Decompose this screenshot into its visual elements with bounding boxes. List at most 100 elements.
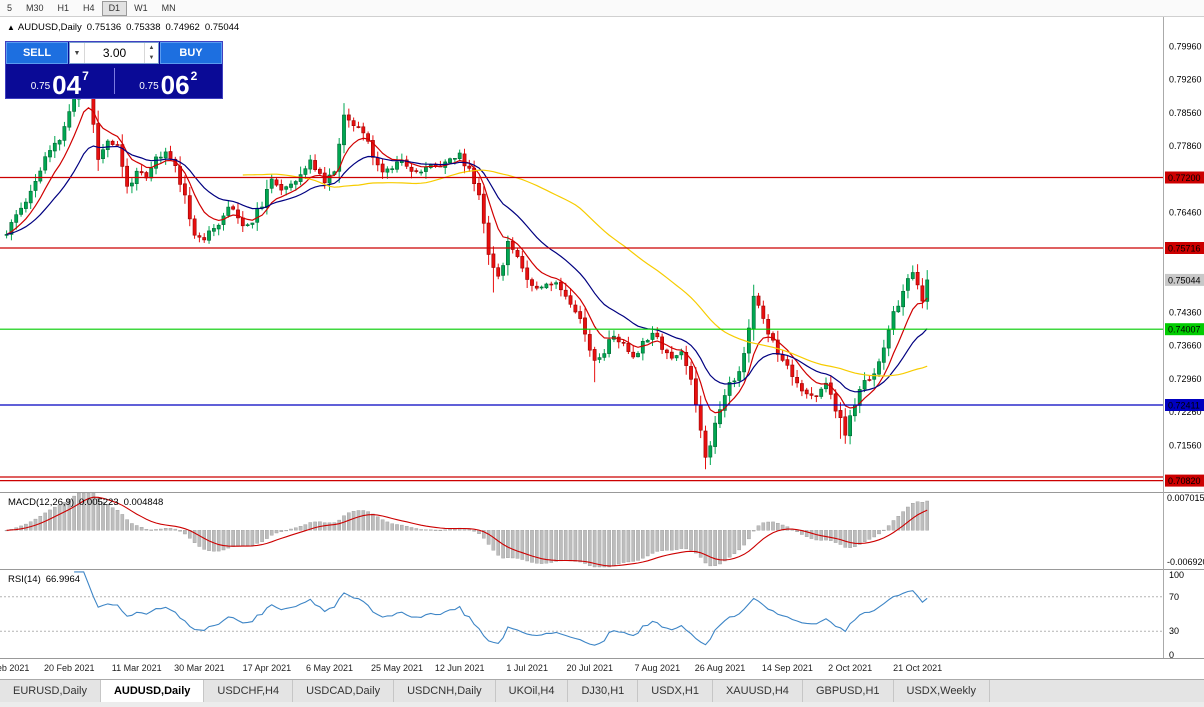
chart-title: ▲ AUDUSD,Daily 0.75136 0.75338 0.74962 0.7504… <box>7 22 244 33</box>
rsi-axis-label: 100 <box>1169 570 1184 580</box>
price-tick: 0.77860 <box>1169 141 1202 151</box>
horizontal-level-lines[interactable] <box>0 176 1163 482</box>
volume-field[interactable]: ▼ 3.00 ▲ ▼ <box>69 42 159 64</box>
date-axis[interactable]: 2 Feb 2021 20 Feb 2021 11 Mar 2021 30 Mar 2… <box>0 659 1204 679</box>
panel-separator-rsi[interactable] <box>0 567 1204 571</box>
buy-price[interactable]: 0.75 06 2 <box>115 64 223 98</box>
timeframe-w1[interactable]: W1 <box>127 1 155 16</box>
ma-50 <box>242 169 928 377</box>
macd-label: MACD(12,26,9) 0.005223 0.004848 <box>8 497 163 508</box>
chart-canvas[interactable]: 0.79960 0.79260 0.78560 0.77860 0.76460 0.743… <box>0 17 1204 659</box>
price-tick: 0.78560 <box>1169 108 1202 118</box>
macd-signal-value: 0.004848 <box>124 497 164 508</box>
date-label: 2 Feb 2021 <box>0 663 30 673</box>
date-label: 6 May 2021 <box>305 663 354 673</box>
sell-price-sup: 7 <box>82 69 89 83</box>
date-label: 26 Aug 2021 <box>694 663 746 673</box>
date-label: 30 Mar 2021 <box>174 663 225 673</box>
rsi-axis-label: 0 <box>1169 650 1174 659</box>
volume-up-icon[interactable]: ▲ <box>148 45 155 51</box>
rsi-axis-label: 70 <box>1169 592 1179 602</box>
price-tick: 0.74360 <box>1169 307 1202 317</box>
price-tick: 0.72960 <box>1169 374 1202 384</box>
moving-average-lines <box>6 107 928 414</box>
rsi-name: RSI(14) <box>8 574 41 585</box>
ma-20 <box>6 145 928 393</box>
chart-tab-audusd-daily[interactable]: AUDUSD,Daily <box>100 680 205 702</box>
buy-button[interactable]: BUY <box>160 42 222 64</box>
chart-title-close: 0.75044 <box>204 22 240 33</box>
buy-price-sup: 2 <box>190 69 198 83</box>
price-tick: 0.79260 <box>1169 75 1202 85</box>
buy-price-big: 06 <box>160 69 190 100</box>
timeframe-h4[interactable]: H4 <box>76 1 102 16</box>
volume-value[interactable]: 3.00 <box>102 46 127 60</box>
date-label: 2 Oct 2021 <box>828 663 873 673</box>
trade-panel-controls: SELL ▼ 3.00 ▲ ▼ BUY <box>6 42 222 64</box>
axis-label-text: 0.75716 <box>1168 244 1201 254</box>
date-label: 7 Aug 2021 <box>634 663 681 673</box>
date-label: 14 Sep 2021 <box>761 663 813 673</box>
macd-axis-label: -0.006920 <box>1167 557 1204 567</box>
rsi-line <box>74 571 928 646</box>
timeframe-d1[interactable]: D1 <box>101 0 128 16</box>
date-label: 20 Feb 2021 <box>44 663 95 673</box>
axis-label-text: 0.75044 <box>1168 275 1201 285</box>
timeframe-h1[interactable]: H1 <box>51 1 77 16</box>
trade-panel-prices: 0.75 04 7 0.75 06 2 <box>6 64 222 98</box>
chart-region: 0.79960 0.79260 0.78560 0.77860 0.76460 0.743… <box>0 17 1204 679</box>
one-click-trade-panel: SELL ▼ 3.00 ▲ ▼ BUY 0.75 04 7 <box>5 41 223 99</box>
date-label: 17 Apr 2021 <box>242 663 292 673</box>
chart-title-low: 0.74962 <box>165 22 200 33</box>
date-label: 25 May 2021 <box>370 663 424 673</box>
axis-label-box <box>1165 242 1204 254</box>
chart-tab-usdx-weekly[interactable]: USDX,Weekly <box>893 680 990 702</box>
sell-price-prefix: 0.75 <box>30 81 51 92</box>
price-tick: 0.79960 <box>1169 41 1202 51</box>
ma-8 <box>6 107 928 414</box>
chart-tab-dj30-h1[interactable]: DJ30,H1 <box>568 680 639 702</box>
timeframe-m30[interactable]: M30 <box>19 1 51 16</box>
price-divider <box>113 68 115 94</box>
axis-label-text: 0.70820 <box>1168 476 1201 486</box>
chart-tab-ukoil-h4[interactable]: UKOil,H4 <box>495 680 569 702</box>
sell-price[interactable]: 0.75 04 7 <box>6 64 114 98</box>
chart-tab-bar: EURUSD,Daily AUDUSD,Daily USDCHF,H4 USDCAD,… <box>0 679 1204 702</box>
price-tick: 0.72260 <box>1169 407 1202 417</box>
chart-tab-usdcad-daily[interactable]: USDCAD,Daily <box>293 680 395 702</box>
macd-value: 0.005223 <box>79 497 119 508</box>
sell-price-big: 04 <box>52 69 82 100</box>
axis-label-box <box>1165 273 1204 286</box>
chart-title-open: 0.75136 <box>86 22 122 33</box>
volume-down-icon[interactable]: ▼ <box>148 55 155 61</box>
chart-tab-gbpusd-h1[interactable]: GBPUSD,H1 <box>802 680 894 702</box>
chart-title-symbol: AUDUSD,Daily <box>17 22 82 33</box>
chart-title-high: 0.75338 <box>126 22 161 33</box>
volume-spinner: ▲ ▼ <box>144 43 158 63</box>
timeframe-5[interactable]: 5 <box>0 1 19 16</box>
chart-tab-eurusd-daily[interactable]: EURUSD,Daily <box>0 680 101 702</box>
rsi-label: RSI(14) 66.9964 <box>8 574 80 585</box>
rsi-value: 66.9964 <box>46 574 80 585</box>
date-label: 21 Oct 2021 <box>893 663 943 673</box>
date-label: 11 Mar 2021 <box>111 663 162 673</box>
chart-tab-xauusd-h4[interactable]: XAUUSD,H4 <box>712 680 803 702</box>
axis-label-box <box>1165 474 1204 487</box>
axis-label-text: 0.77200 <box>1168 173 1201 183</box>
panel-separator-macd[interactable] <box>0 490 1204 494</box>
volume-caret-icon[interactable]: ▼ <box>70 43 85 63</box>
sell-button[interactable]: SELL <box>6 42 68 64</box>
price-tick: 0.71560 <box>1169 440 1202 450</box>
axis-label-text: 0.72411 <box>1168 401 1200 411</box>
macd-signal-line <box>6 496 928 567</box>
chart-tab-usdx-h1[interactable]: USDX,H1 <box>638 680 713 702</box>
price-tick: 0.73660 <box>1169 341 1202 351</box>
price-axis[interactable]: 0.79960 0.79260 0.78560 0.77860 0.76460 0.743… <box>1163 17 1204 659</box>
chart-tab-usdchf-h4[interactable]: USDCHF,H4 <box>204 680 294 702</box>
timeframe-mn[interactable]: MN <box>155 1 183 16</box>
macd-axis-label: 0.007015 <box>1167 493 1204 503</box>
axis-label-box <box>1165 323 1204 336</box>
chart-tab-usdcnh-daily[interactable]: USDCNH,Daily <box>394 680 496 702</box>
axis-label-box <box>1165 171 1204 184</box>
